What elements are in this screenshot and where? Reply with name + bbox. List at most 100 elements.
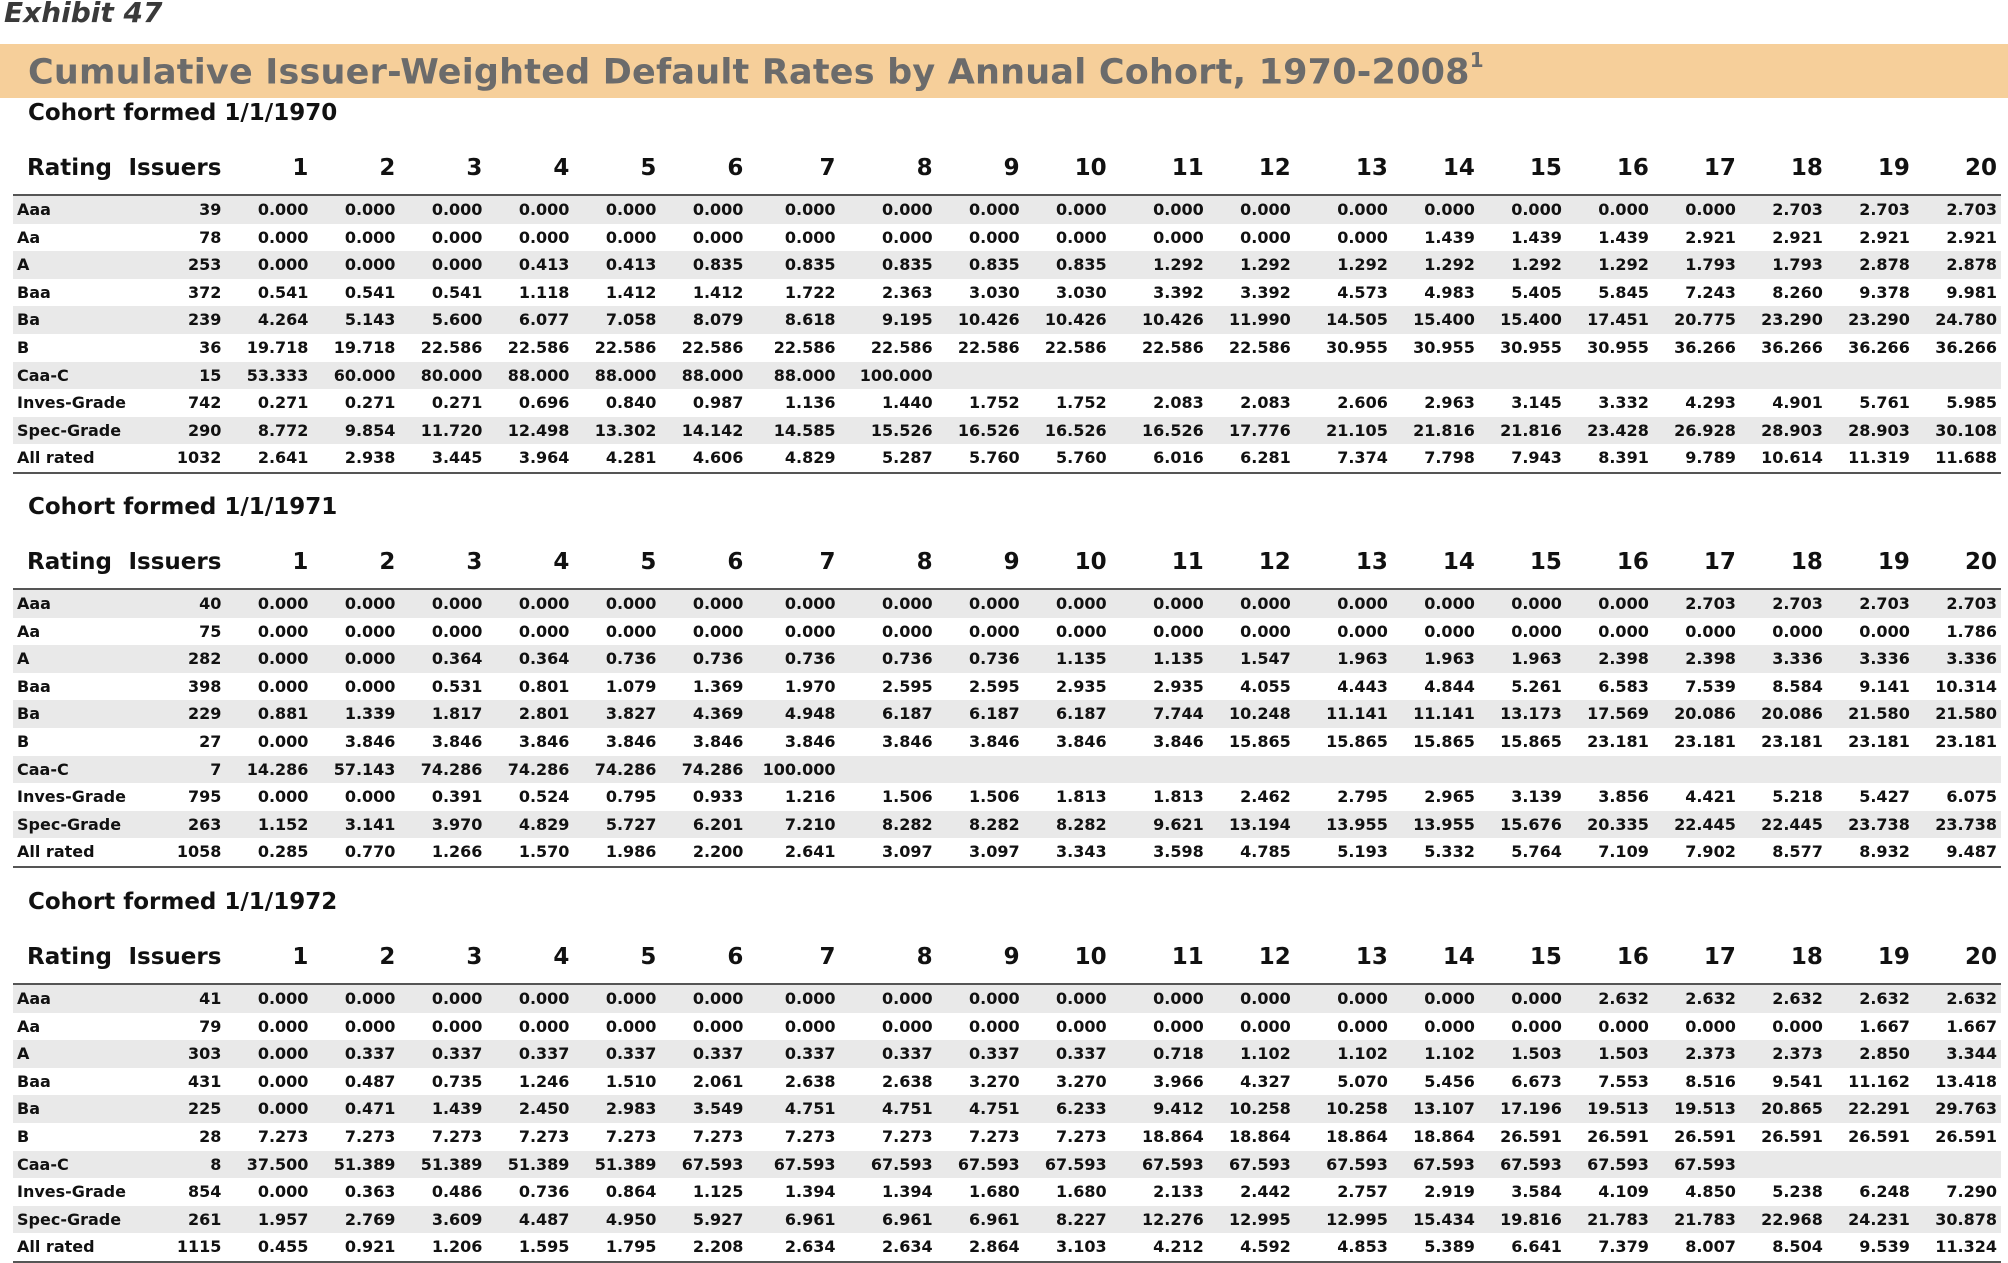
default-rate-cell: 67.593 xyxy=(839,1150,937,1179)
column-header: 20 xyxy=(1913,536,2001,590)
default-rate-cell: 5.985 xyxy=(1946,393,1997,413)
default-rate-cell: 3.270 xyxy=(1056,1071,1107,1091)
default-rate-cell: 0.000 xyxy=(1565,195,1653,224)
default-rate-cell: 1.547 xyxy=(1207,645,1295,673)
default-rate-cell: 26.591 xyxy=(1674,1126,1736,1146)
rating-label: Ba xyxy=(13,700,115,728)
column-header: 2 xyxy=(312,536,400,590)
default-rate-cell: 0.000 xyxy=(1424,621,1475,641)
default-rate-cell: 2.921 xyxy=(1772,227,1823,247)
default-rate-cell: 1.680 xyxy=(1056,1182,1107,1202)
default-rate-cell: 3.030 xyxy=(969,282,1020,302)
default-rate-cell: 0.000 xyxy=(692,1016,744,1036)
default-rate-cell: 2.878 xyxy=(1913,251,2001,279)
column-header: 1 xyxy=(225,142,313,196)
default-rate-cell: 36.266 xyxy=(1848,337,1910,357)
default-rate-cell: 14.585 xyxy=(747,416,840,445)
default-rate-cell: 29.763 xyxy=(1913,1095,2001,1123)
default-rate-cell: 8.079 xyxy=(660,306,748,334)
default-rate-cell: 0.541 xyxy=(344,282,396,302)
default-rate-cell: 0.000 xyxy=(1772,1016,1823,1036)
default-rate-cell: 2.606 xyxy=(1337,393,1388,413)
default-rate-cell: 3.103 xyxy=(1023,1233,1111,1263)
default-rate-cell: 16.526 xyxy=(1023,416,1111,445)
default-rate-cell: 6.583 xyxy=(1598,676,1649,696)
default-rate-cell: 1.412 xyxy=(605,282,657,302)
default-rate-cell: 0.000 xyxy=(1056,227,1107,247)
default-rate-cell: 11.990 xyxy=(1207,306,1295,334)
default-rate-cell: 1.292 xyxy=(1110,251,1208,279)
default-rate-cell: 8.584 xyxy=(1772,676,1823,696)
default-rate-cell: 23.181 xyxy=(1674,731,1736,751)
default-rate-cell: 3.097 xyxy=(936,838,1024,868)
default-rate-cell: 0.000 xyxy=(312,195,400,224)
default-rate-cell: 3.392 xyxy=(1240,282,1291,302)
default-rate-cell: 22.586 xyxy=(1141,337,1204,357)
table-row: Aaa 39 0.000 0.000 0.000 0.000 0.000 0.000 0.000… xyxy=(13,195,2001,224)
default-rate-cell xyxy=(1826,1150,1914,1179)
column-header: 16 xyxy=(1565,142,1653,196)
default-rate-cell: 6.248 xyxy=(1859,1182,1910,1202)
default-rate-cell: 0.000 xyxy=(1391,984,1479,1013)
default-rate-cell: 9.539 xyxy=(1826,1233,1914,1263)
default-rate-cell: 7.273 xyxy=(605,1126,657,1146)
default-rate-cell: 0.000 xyxy=(312,589,400,618)
rating-label: Spec-Grade xyxy=(13,810,121,839)
default-rate-cell: 4.281 xyxy=(573,444,661,474)
table-header-row: Rating Issuers 1 2 3 4 5 6 7 8 9 10 11 12 13 14 15 16 17 18… xyxy=(13,931,2001,985)
default-rate-cell: 3.336 xyxy=(1739,645,1827,673)
default-rate-cell: 0.337 xyxy=(1023,1040,1111,1068)
default-rate-cell: 67.593 xyxy=(1294,1150,1392,1179)
column-header: 9 xyxy=(936,142,1024,196)
default-rate-cell: 88.000 xyxy=(573,361,661,390)
default-rate-cell: 16.526 xyxy=(936,416,1024,445)
default-rate-cell: 6.077 xyxy=(486,306,574,334)
default-rate-cell: 0.000 xyxy=(1391,589,1479,618)
table-header-row: Rating Issuers 1 2 3 4 5 6 7 8 9 10 11 12 13 14 15 16 17 18… xyxy=(13,536,2001,590)
default-rate-cell: 0.000 xyxy=(882,227,933,247)
default-rate-cell: 1.752 xyxy=(969,393,1020,413)
default-rate-cell: 0.000 xyxy=(1110,984,1208,1013)
default-rate-cell: 19.816 xyxy=(1478,1205,1566,1234)
default-rate-cell: 2.703 xyxy=(1652,589,1740,618)
default-rate-cell xyxy=(1913,755,2001,784)
default-rate-cell: 8.577 xyxy=(1739,838,1827,868)
default-rate-cell: 3.139 xyxy=(1511,787,1562,807)
rating-label: Baa xyxy=(17,676,51,696)
default-rate-cell: 0.000 xyxy=(969,227,1020,247)
default-rate-cell: 0.455 xyxy=(225,1233,313,1263)
default-rate-cell: 0.524 xyxy=(518,787,570,807)
default-rate-cell: 2.769 xyxy=(312,1205,400,1234)
default-rate-cell: 10.258 xyxy=(1207,1095,1295,1123)
default-rate-cell: 24.231 xyxy=(1826,1205,1914,1234)
default-rate-cell xyxy=(1110,755,1208,784)
default-rate-cell: 26.591 xyxy=(1587,1126,1649,1146)
default-rate-cell: 0.000 xyxy=(839,984,937,1013)
default-rate-cell: 67.593 xyxy=(1478,1150,1566,1179)
default-rate-cell: 4.844 xyxy=(1424,676,1475,696)
default-rate-cell: 2.133 xyxy=(1153,1182,1204,1202)
default-rate-cell: 0.000 xyxy=(1478,589,1566,618)
default-rate-cell: 8.618 xyxy=(747,306,840,334)
default-rate-cell: 1.570 xyxy=(486,838,574,868)
default-rate-cell: 3.336 xyxy=(1826,645,1914,673)
default-rate-cell: 67.593 xyxy=(747,1150,840,1179)
default-rate-cell: 5.727 xyxy=(573,810,661,839)
default-rate-cell: 4.948 xyxy=(747,700,840,728)
default-rate-cell: 2.632 xyxy=(1565,984,1653,1013)
default-rate-cell: 7.243 xyxy=(1685,282,1736,302)
default-rate-cell: 0.000 xyxy=(344,787,396,807)
default-rate-cell: 15.676 xyxy=(1478,810,1566,839)
default-rate-cell: 12.995 xyxy=(1207,1205,1295,1234)
rating-label: Aa xyxy=(17,1016,41,1036)
default-rate-cell: 67.593 xyxy=(1023,1150,1111,1179)
default-rate-cell: 21.783 xyxy=(1565,1205,1653,1234)
rating-label: Baa xyxy=(17,1071,51,1091)
default-rate-cell: 23.428 xyxy=(1565,416,1653,445)
column-header: 13 xyxy=(1294,142,1392,196)
default-rate-cell: 22.586 xyxy=(1228,337,1291,357)
default-rate-cell xyxy=(1294,755,1392,784)
default-rate-cell: 7.058 xyxy=(573,306,661,334)
default-rate-cell: 11.720 xyxy=(399,416,487,445)
default-rate-cell: 2.462 xyxy=(1240,787,1291,807)
